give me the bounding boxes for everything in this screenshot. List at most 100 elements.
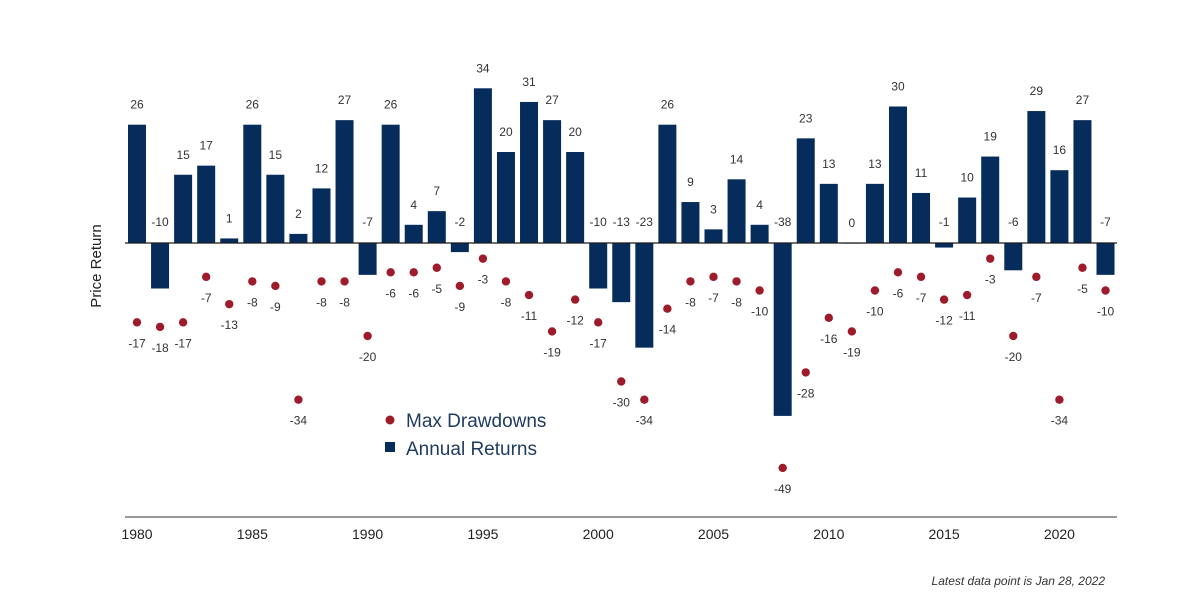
bar-label-1999: 20	[568, 125, 582, 139]
bar-label-2000: -10	[590, 215, 608, 229]
x-tick-1980: 1980	[121, 526, 152, 542]
drawdown-label-2002: -34	[636, 414, 654, 428]
bar-label-2007: 4	[756, 198, 763, 212]
annual-returns-bars	[128, 88, 1115, 416]
bar-label-2004: 9	[687, 175, 694, 189]
drawdown-dot-1999	[570, 295, 580, 304]
bar-label-2013: 30	[891, 80, 905, 94]
drawdown-label-1984: -13	[221, 318, 239, 332]
drawdown-label-1996: -8	[501, 295, 512, 309]
bar-2021	[1073, 120, 1092, 243]
bar-label-1982: 15	[176, 148, 190, 162]
drawdown-dot-1981	[155, 322, 165, 332]
bar-1993	[427, 211, 446, 243]
drawdown-dot-1988	[317, 277, 326, 286]
drawdown-dot-2009	[801, 368, 810, 377]
bar-1994	[450, 243, 469, 253]
bar-label-1996: 20	[499, 125, 513, 139]
drawdown-dot-1995	[478, 254, 488, 263]
bar-label-2003: 26	[661, 98, 675, 112]
bar-1983	[197, 165, 216, 243]
drawdown-dot-2012	[870, 286, 880, 295]
drawdown-label-2010: -16	[820, 332, 838, 346]
drawdown-label-2021: -5	[1077, 282, 1088, 296]
bar-1992	[404, 224, 423, 243]
bar-label-1989: 27	[338, 93, 352, 107]
bar-1996	[496, 152, 515, 243]
x-tick-2000: 2000	[583, 526, 614, 542]
drawdown-dot-2001	[617, 377, 626, 386]
drawdown-label-1980: -17	[128, 336, 146, 350]
bar-1987	[289, 233, 308, 243]
drawdown-label-2016: -11	[959, 309, 976, 323]
bar-2010	[819, 183, 838, 243]
drawdown-dot-2021	[1078, 263, 1087, 272]
drawdown-dot-1993	[432, 263, 441, 272]
drawdown-label-2001: -30	[613, 396, 631, 410]
drawdown-label-1987: -34	[290, 414, 308, 428]
drawdown-label-2006: -8	[731, 295, 742, 309]
drawdown-dot-2006	[732, 277, 741, 286]
drawdown-dot-1989	[340, 277, 349, 286]
bar-2016	[958, 197, 977, 243]
drawdown-dot-2000	[594, 318, 603, 327]
drawdown-dot-2008	[778, 463, 787, 473]
bar-2007	[750, 224, 769, 243]
drawdown-label-2011: -19	[843, 345, 861, 359]
x-tick-2015: 2015	[929, 526, 960, 542]
bar-label-1988: 12	[315, 161, 329, 175]
drawdown-label-2007: -10	[751, 305, 769, 319]
drawdown-dot-1994	[455, 281, 465, 291]
drawdown-dot-2015	[939, 295, 949, 304]
drawdown-label-2017: -3	[985, 273, 996, 287]
bar-2015	[935, 243, 954, 248]
bar-1997	[520, 101, 539, 243]
drawdown-label-2005: -7	[708, 291, 719, 305]
drawdown-dot-2011	[847, 327, 857, 336]
drawdown-label-1992: -6	[408, 286, 419, 300]
bar-2005	[704, 229, 723, 243]
bar-label-2011: 0	[849, 216, 856, 230]
bar-label-2020: 16	[1053, 143, 1067, 157]
bar-1999	[566, 152, 585, 243]
y-axis-title: Price Return	[88, 224, 105, 307]
max-drawdowns-dots	[132, 254, 1110, 473]
bar-label-2012: 13	[868, 157, 882, 171]
drawdown-dot-2003	[663, 304, 672, 313]
drawdown-dot-2022	[1101, 286, 1110, 295]
legend-annual-returns-marker	[385, 442, 395, 452]
bar-label-2001: -13	[613, 215, 631, 229]
bar-label-2002: -23	[636, 215, 654, 229]
drawdown-label-1983: -7	[201, 291, 212, 305]
drawdown-dot-2005	[709, 272, 718, 282]
bar-label-2014: 11	[915, 166, 928, 180]
drawdown-label-2018: -20	[1005, 350, 1023, 364]
drawdown-label-1986: -9	[270, 300, 281, 314]
bar-label-1998: 27	[545, 93, 559, 107]
bar-label-2021: 27	[1076, 93, 1090, 107]
legend: Max Drawdowns Annual Returns	[385, 411, 546, 460]
x-tick-1990: 1990	[352, 526, 383, 542]
bar-label-1981: -10	[151, 215, 169, 229]
x-tick-2020: 2020	[1044, 526, 1075, 542]
drawdown-label-1997: -11	[521, 309, 538, 323]
bar-label-1980: 26	[130, 98, 144, 112]
bar-2020	[1050, 170, 1069, 243]
drawdown-dot-2014	[916, 272, 926, 282]
drawdown-dot-1987	[294, 395, 303, 404]
drawdown-dot-2018	[1009, 331, 1018, 341]
drawdown-label-2003: -14	[659, 323, 677, 337]
x-tick-1985: 1985	[237, 526, 268, 542]
drawdown-label-1985: -8	[247, 295, 258, 309]
x-axis-ticks: 1980 1985 1990 1995 2000 2005 2010 2015 2020	[121, 526, 1075, 542]
bar-1991	[381, 124, 400, 243]
drawdown-dot-1996	[501, 277, 511, 286]
drawdown-label-2004: -8	[685, 295, 696, 309]
bar-2004	[681, 202, 700, 243]
bar-2022	[1096, 243, 1115, 275]
drawdown-label-1982: -17	[174, 336, 192, 350]
bar-1981	[151, 243, 170, 289]
drawdown-dot-1982	[178, 318, 188, 327]
drawdown-label-2014: -7	[916, 291, 927, 305]
